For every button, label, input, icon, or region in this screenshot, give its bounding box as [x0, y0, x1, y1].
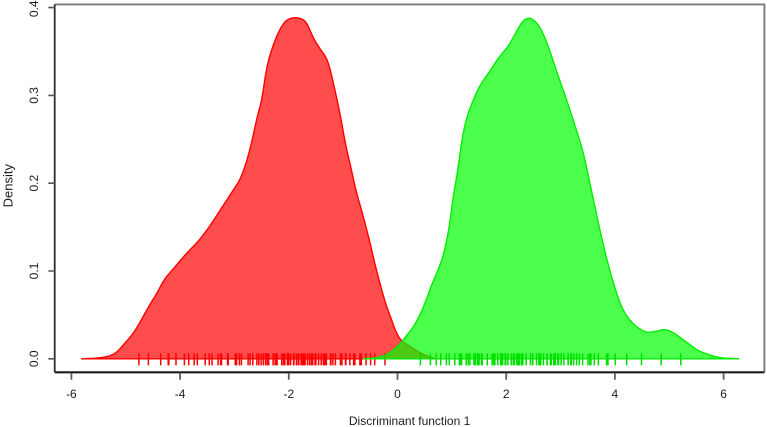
svg-text:0.3: 0.3 — [27, 87, 41, 104]
svg-text:Density: Density — [0, 164, 15, 208]
svg-text:0.1: 0.1 — [27, 262, 41, 279]
svg-text:6: 6 — [720, 387, 727, 401]
svg-text:4: 4 — [612, 387, 619, 401]
svg-text:-6: -6 — [66, 387, 77, 401]
svg-text:-4: -4 — [175, 387, 186, 401]
svg-text:Discriminant function 1: Discriminant function 1 — [349, 414, 471, 427]
svg-text:2: 2 — [503, 387, 510, 401]
svg-text:-2: -2 — [283, 387, 294, 401]
svg-text:0: 0 — [394, 387, 401, 401]
svg-text:0.4: 0.4 — [27, 0, 41, 17]
svg-text:0.0: 0.0 — [27, 350, 41, 367]
svg-text:0.2: 0.2 — [27, 175, 41, 192]
